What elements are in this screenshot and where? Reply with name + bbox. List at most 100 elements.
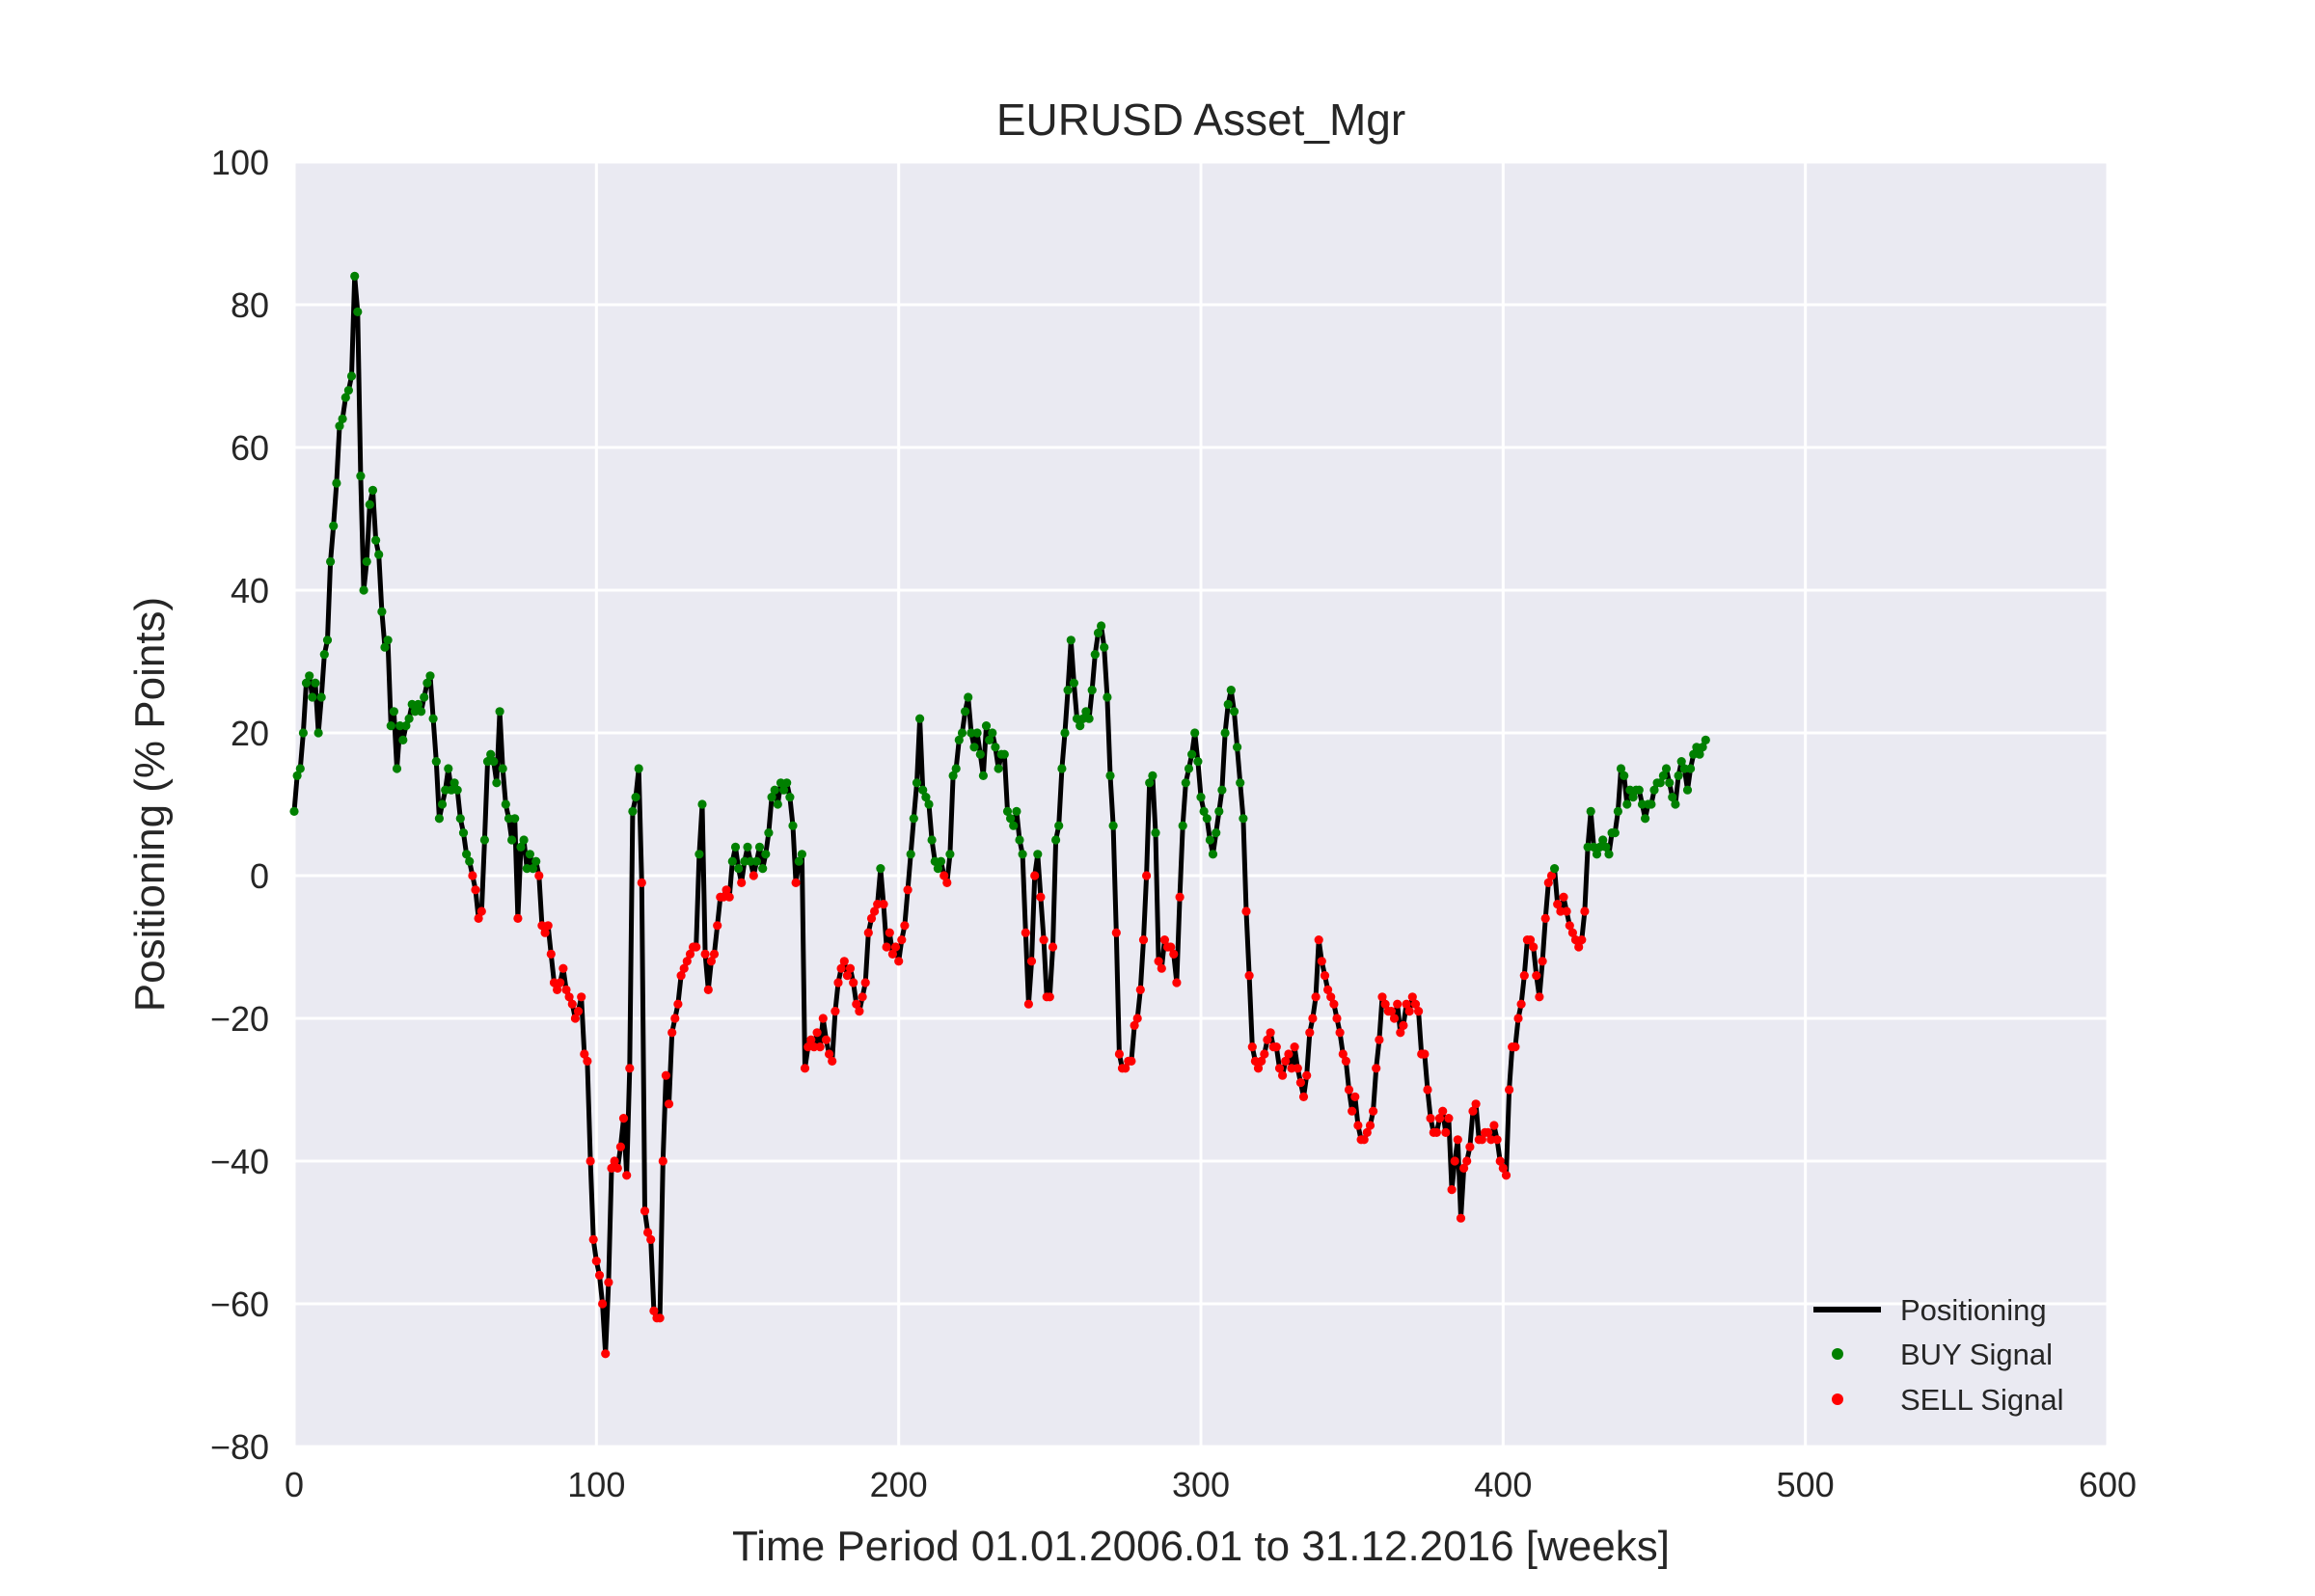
sell-signal-point	[615, 1142, 626, 1151]
sell-signal-point	[852, 999, 861, 1009]
buy-signal-point	[1151, 828, 1160, 838]
buy-signal-point	[951, 764, 961, 773]
sell-signal-point	[1169, 949, 1179, 960]
buy-signal-point	[761, 850, 771, 859]
x-tick-label: 600	[2079, 1465, 2137, 1504]
sell-signal-point	[1127, 1056, 1136, 1066]
sell-signal-point	[1540, 913, 1550, 924]
buy-signal-point	[305, 671, 314, 681]
buy-signal-point	[392, 764, 402, 773]
sell-signal-point	[1250, 1056, 1260, 1066]
sell-signal-point	[1426, 1114, 1435, 1123]
buy-signal-point	[422, 678, 432, 688]
buy-signal-point	[301, 678, 312, 688]
buy-signal-point	[1006, 814, 1016, 824]
sell-signal-point	[676, 971, 686, 981]
sell-signal-point	[1477, 1135, 1486, 1145]
buy-signal-point	[948, 771, 958, 781]
sell-signal-point	[873, 900, 883, 909]
buy-signal-point	[1105, 771, 1115, 781]
sell-signal-point	[513, 913, 523, 924]
buy-signal-point	[386, 721, 395, 731]
buy-signal-point	[628, 806, 638, 817]
sell-signal-point	[1365, 1121, 1375, 1130]
sell-signal-point	[561, 985, 571, 994]
buy-signal-point	[1100, 642, 1109, 652]
buy-signal-point	[1661, 764, 1672, 773]
buy-signal-point	[746, 856, 755, 866]
sell-signal-point	[1498, 1163, 1508, 1173]
sell-signal-point	[553, 985, 562, 994]
y-tick-label: 20	[231, 714, 269, 753]
buy-signal-point	[1212, 828, 1221, 838]
sell-signal-point	[1513, 1014, 1523, 1023]
sell-signal-point	[543, 921, 553, 931]
buy-signal-point	[1097, 621, 1106, 631]
sell-signal-point	[1565, 921, 1574, 931]
sell-signal-point	[749, 871, 758, 880]
buy-signal-point	[969, 743, 979, 752]
buy-signal-point	[1033, 850, 1043, 859]
buy-signal-point	[1093, 628, 1103, 638]
tick-labels: 0 100 200 300 400 500 600 −80 −60 −40 −20 0 20 40 60 80…	[210, 143, 2137, 1504]
buy-signal-point	[978, 771, 988, 781]
buy-signal-point	[773, 799, 782, 809]
buy-signal-point	[447, 785, 456, 795]
buy-signal-point	[1604, 850, 1614, 859]
sell-signal-point	[667, 1028, 677, 1038]
buy-signal-point	[933, 864, 943, 874]
sell-signal-point	[890, 942, 901, 952]
buy-signal-point	[1015, 835, 1024, 845]
sell-signal-point	[583, 1056, 592, 1066]
buy-signal-point	[519, 835, 529, 845]
buy-signal-point	[912, 778, 922, 788]
sell-signal-point	[468, 871, 477, 880]
sell-signal-point	[1121, 1064, 1130, 1073]
sell-signal-point	[860, 978, 870, 987]
sell-signal-point	[664, 1099, 674, 1109]
buy-signal-point	[452, 785, 462, 795]
sell-signal-point	[1036, 892, 1046, 902]
sell-signal-point	[1453, 1135, 1462, 1145]
buy-signal-point	[1625, 785, 1635, 795]
sell-signal-point	[812, 1028, 822, 1038]
sell-signal-point	[1559, 892, 1568, 902]
buy-signal-point	[1647, 799, 1656, 809]
buy-signal-point	[531, 856, 541, 866]
buy-signal-point	[1072, 714, 1082, 723]
buy-signal-point	[389, 707, 398, 717]
sell-signal-point	[1335, 1028, 1345, 1038]
buy-signal-point	[767, 793, 776, 802]
sell-signal-point	[818, 1014, 828, 1023]
buy-signal-point	[377, 607, 387, 616]
sell-signal-point	[1278, 1070, 1288, 1080]
sell-signal-point	[1332, 1014, 1342, 1023]
buy-signal-point	[1658, 771, 1668, 781]
buy-signal-point	[734, 864, 744, 874]
buy-signal-point	[1205, 835, 1214, 845]
buy-signal-point	[1012, 806, 1021, 817]
buy-signal-point	[758, 864, 768, 874]
sell-signal-point	[1308, 1014, 1318, 1023]
sell-signal-point	[1247, 1042, 1257, 1052]
sell-signal-point	[564, 992, 574, 1002]
buy-signal-point	[770, 785, 779, 795]
sell-signal-point	[1396, 1028, 1405, 1038]
sell-signal-point	[809, 1042, 819, 1052]
buy-signal-point	[516, 842, 526, 852]
sell-signal-point	[586, 1156, 595, 1166]
sell-signal-point	[637, 878, 646, 888]
sell-signal-point	[1045, 992, 1054, 1002]
buy-signal-point	[921, 793, 931, 802]
x-tick-label: 500	[1777, 1465, 1835, 1504]
sell-signal-point	[610, 1156, 619, 1166]
buy-signal-point	[492, 778, 502, 788]
sell-signal-point	[570, 1014, 581, 1023]
buy-signal-point	[295, 764, 305, 773]
sell-signal-point	[577, 992, 586, 1002]
buy-signal-point	[1628, 793, 1638, 802]
buy-signal-point	[1676, 757, 1686, 767]
sell-signal-point	[649, 1306, 659, 1315]
buy-signal-point	[365, 500, 374, 509]
sell-signal-point	[567, 999, 577, 1009]
